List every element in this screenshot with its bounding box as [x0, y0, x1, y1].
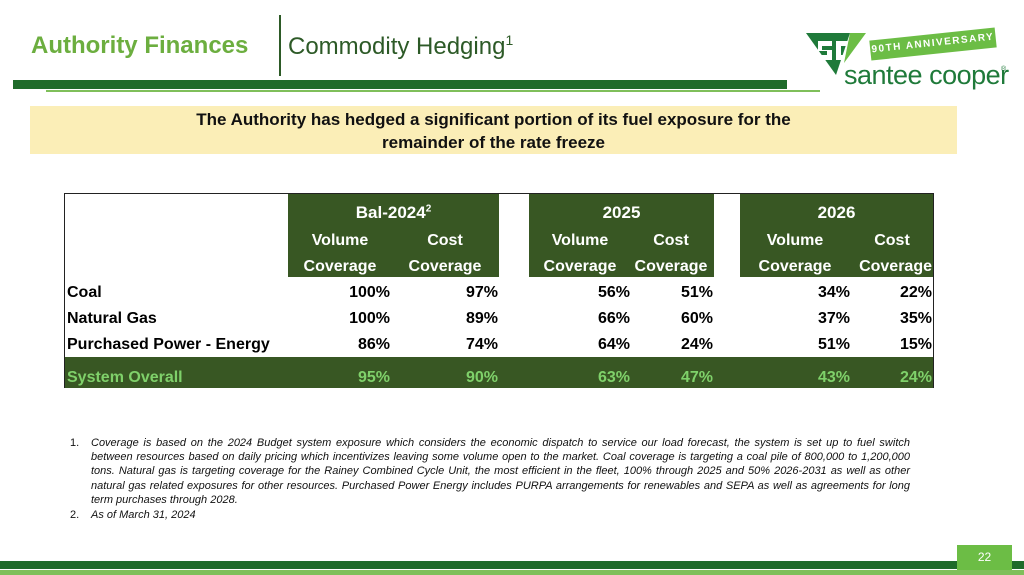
- column-header-cost: Coverage: [859, 258, 932, 275]
- column-header-cost: Coverage: [634, 258, 708, 275]
- table-cell: 15%: [899, 336, 932, 353]
- footnote-text: Coverage is based on the 2024 Budget sys…: [91, 437, 910, 506]
- period-label: 2026: [817, 203, 856, 222]
- column-header-volume: Volume: [551, 232, 609, 249]
- row-label: System Overall: [67, 369, 183, 386]
- header-rule-light: [46, 90, 820, 92]
- column-header-volume: Coverage: [758, 258, 832, 275]
- section-title: Authority Finances: [31, 32, 249, 59]
- footnote-item: 2. As of March 31, 2024: [70, 508, 910, 522]
- column-header-cost: Cost: [427, 232, 463, 249]
- period-header: 2025: [529, 203, 714, 223]
- page-title-footnote: 1: [505, 32, 514, 48]
- footnote-item: 1. Coverage is based on the 2024 Budget …: [70, 436, 910, 507]
- table-cell: 37%: [817, 310, 850, 327]
- header-rule-dark: [13, 80, 787, 89]
- table-cell: 64%: [597, 336, 630, 353]
- header-block-2026: [740, 194, 933, 277]
- table-cell: 100%: [349, 310, 390, 327]
- column-header-cost: Coverage: [408, 258, 482, 275]
- period-label: Bal-2024: [355, 203, 426, 222]
- column-header-cost: Cost: [653, 232, 689, 249]
- table-cell: 86%: [357, 336, 390, 353]
- footnotes: 1. Coverage is based on the 2024 Budget …: [70, 436, 910, 523]
- table-cell: 43%: [817, 369, 850, 386]
- footnote-text: As of March 31, 2024: [91, 509, 196, 522]
- table-cell: 51%: [817, 336, 850, 353]
- table-cell: 51%: [680, 284, 713, 301]
- table-cell: 60%: [680, 310, 713, 327]
- title-divider: [279, 15, 281, 76]
- table-cell: 22%: [899, 284, 932, 301]
- period-footnote: 2: [425, 203, 432, 215]
- header-block-2025: [529, 194, 714, 277]
- period-label: 2025: [602, 203, 641, 222]
- table-cell: 63%: [597, 369, 630, 386]
- row-label: Natural Gas: [67, 310, 157, 327]
- footnote-number: 2.: [70, 509, 80, 522]
- hedging-table: Bal-20242 2025 2026 Volume Cost Coverage…: [64, 193, 934, 388]
- page-number: 22: [957, 545, 1012, 570]
- santee-cooper-sc-logo-icon: [806, 33, 866, 75]
- table-cell: 74%: [465, 336, 498, 353]
- callout-line-2: remainder of the rate freeze: [382, 133, 605, 152]
- period-header: Bal-20242: [288, 203, 499, 223]
- anniversary-ribbon: 90TH ANNIVERSARY: [869, 27, 997, 61]
- column-header-volume: Coverage: [303, 258, 377, 275]
- footer-rule-dark: [0, 561, 1024, 569]
- table-cell: 34%: [817, 284, 850, 301]
- table-cell: 66%: [597, 310, 630, 327]
- logo-wordmark: santee cooper: [844, 60, 1009, 90]
- footnote-number: 1.: [70, 437, 80, 449]
- table-cell: 100%: [349, 284, 390, 301]
- header-block-bal2024: [288, 194, 499, 277]
- period-header: 2026: [740, 203, 933, 223]
- table-cell: 24%: [680, 336, 713, 353]
- column-header-volume: Coverage: [543, 258, 617, 275]
- table-cell: 35%: [899, 310, 932, 327]
- footer-rule-light: [0, 570, 1024, 575]
- page-title-text: Commodity Hedging: [288, 33, 506, 60]
- page-title: Commodity Hedging1: [288, 32, 513, 61]
- logo-registered-mark: ®: [1001, 66, 1007, 73]
- column-header-volume: Volume: [766, 232, 824, 249]
- row-label: Coal: [67, 284, 102, 301]
- table-cell: 90%: [465, 369, 498, 386]
- table-cell: 95%: [357, 369, 390, 386]
- callout-line-1: The Authority has hedged a significant p…: [196, 110, 791, 129]
- column-header-cost: Cost: [874, 232, 910, 249]
- column-header-volume: Volume: [311, 232, 369, 249]
- table-cell: 56%: [597, 284, 630, 301]
- system-overall-row: System Overall 95% 90% 63% 47% 43% 24%: [65, 357, 933, 388]
- table-cell: 97%: [465, 284, 498, 301]
- row-label: Purchased Power - Energy: [67, 336, 270, 353]
- table-cell: 47%: [680, 369, 713, 386]
- key-message-callout: The Authority has hedged a significant p…: [30, 106, 957, 154]
- table-cell: 24%: [899, 369, 932, 386]
- table-cell: 89%: [465, 310, 498, 327]
